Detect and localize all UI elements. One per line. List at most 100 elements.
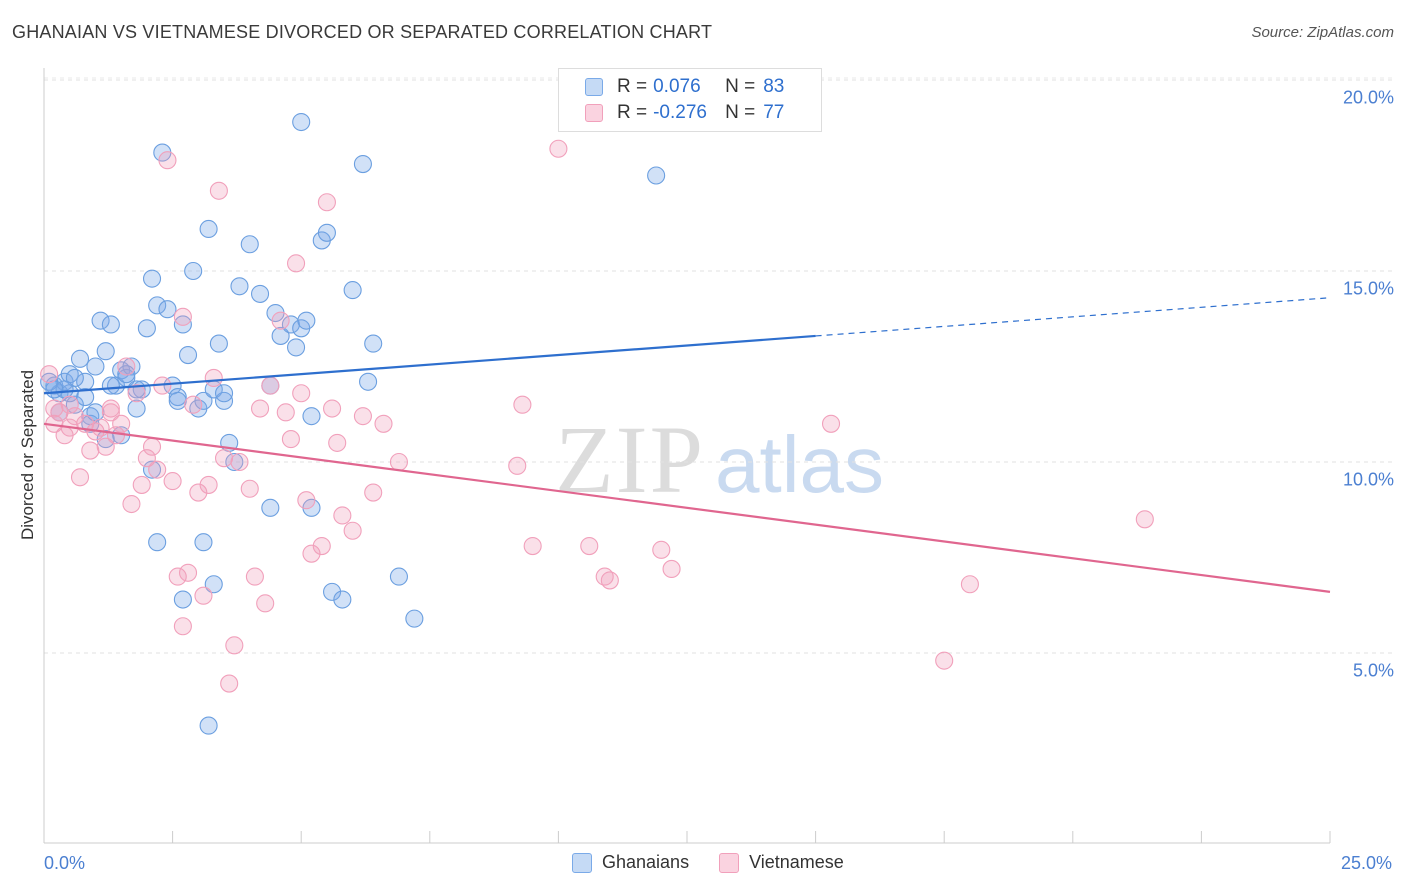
vietnamese-point [343, 521, 362, 540]
ghanaian-point [281, 315, 300, 334]
ghanaian-point [302, 407, 321, 426]
y-tick-label: 5.0% [1352, 660, 1394, 681]
n-value: 83 [763, 76, 785, 97]
ghanaian-point [209, 334, 228, 353]
vietnamese-point [523, 536, 542, 556]
vietnamese-point [250, 399, 270, 418]
vietnamese-point [595, 567, 614, 586]
vietnamese-point [389, 452, 408, 472]
vietnamese-point [194, 586, 213, 605]
vietnamese-point [1135, 510, 1154, 529]
ghanaian-point [96, 342, 115, 361]
vietnamese-point [81, 441, 100, 460]
vietnamese-point [178, 563, 198, 582]
legend-item-vietnamese[interactable]: Vietnamese [719, 852, 844, 873]
ghanaian-point [168, 391, 187, 410]
vietnamese-point [935, 651, 954, 670]
vietnamese-point [276, 403, 295, 422]
vietnamese-point [225, 636, 244, 655]
ghanaian-point [178, 345, 198, 365]
vietnamese-point [580, 536, 599, 556]
watermark-atlas: atlas [715, 420, 884, 509]
ghanaian-point [142, 269, 162, 288]
ghanaian-point [76, 388, 95, 407]
ghanaian-point [353, 154, 372, 174]
ghanaian-point [184, 261, 203, 281]
ghanaian-point [45, 380, 64, 399]
ghanaian-point [70, 349, 90, 368]
ghanaian-point [230, 277, 249, 296]
vietnamese-point [45, 399, 64, 418]
vietnamese-point [142, 437, 162, 456]
ghanaian-point [158, 300, 177, 319]
vietnamese-point [137, 449, 156, 468]
ghanaian-point [142, 460, 162, 479]
vietnamese-point [662, 559, 681, 579]
ghanaian-point [168, 388, 187, 407]
vietnamese-point [364, 483, 383, 502]
vietnamese-point [292, 384, 311, 403]
vietnamese-point [60, 395, 79, 414]
vietnamese-point [220, 674, 239, 693]
ghanaian-point [199, 716, 218, 735]
vietnamese-point [168, 567, 187, 586]
vietnamese-point [297, 491, 316, 510]
ghanaian-point [86, 357, 105, 376]
vietnamese-point [312, 536, 331, 556]
ghanaian-point [173, 590, 192, 609]
ghanaian-point [389, 567, 408, 586]
legend-swatch-blue [585, 78, 603, 96]
vietnamese-point [960, 575, 979, 594]
ghanaian-point [148, 296, 167, 315]
ghanaian-point [137, 319, 156, 338]
y-tick-label: 10.0% [1342, 469, 1394, 490]
legend-row-vietnamese: R = -0.276 N = 77 [585, 100, 784, 126]
ghanaian-point [261, 498, 280, 517]
vietnamese-point [245, 567, 264, 586]
vietnamese-point [112, 414, 131, 433]
vietnamese-point [65, 407, 84, 426]
ghanaian-point [91, 311, 110, 330]
vietnamese-point [101, 399, 120, 418]
r-value: 0.076 [653, 76, 701, 97]
source-label: Source: ZipAtlas.com [1251, 24, 1394, 41]
legend-label: Vietnamese [749, 852, 844, 872]
vietnamese-point [70, 468, 90, 487]
r-label: R = [617, 102, 648, 123]
chart-title: GHANAIAN VS VIETNAMESE DIVORCED OR SEPAR… [12, 22, 713, 42]
watermark-zip: ZIP [555, 406, 705, 513]
ghanaian-point [364, 334, 383, 353]
ghanaian-point [214, 391, 234, 410]
vietnamese-point [209, 181, 228, 200]
vietnamese-point [317, 193, 336, 212]
ghanaian-point [647, 166, 666, 185]
ghanaian-point [127, 399, 146, 418]
ghanaian-trend-line [43, 334, 816, 395]
vietnamese-trend-line [43, 422, 1331, 593]
vietnamese-point [508, 456, 527, 475]
x-tick-label: 0.0% [44, 853, 86, 873]
vietnamese-point [230, 452, 249, 472]
ghanaian-point [173, 315, 192, 334]
vietnamese-point [652, 540, 671, 559]
vietnamese-point [287, 254, 306, 273]
vietnamese-point [513, 395, 532, 414]
vietnamese-point [91, 418, 110, 437]
n-label: N = [725, 102, 756, 123]
ghanaian-point [225, 452, 244, 472]
legend-swatch-pink [585, 104, 603, 122]
vietnamese-point [163, 472, 182, 491]
legend-item-ghanaians[interactable]: Ghanaians [572, 852, 689, 873]
vietnamese-point [132, 475, 151, 494]
vietnamese-point [821, 414, 841, 433]
vietnamese-point [333, 506, 352, 525]
x-tick-label: 25.0% [1340, 853, 1392, 873]
vietnamese-point [40, 365, 59, 384]
ghanaian-point [194, 533, 213, 552]
vietnamese-point [199, 475, 218, 494]
vietnamese-point [302, 544, 321, 563]
vietnamese-point [173, 307, 192, 326]
vietnamese-point [328, 433, 347, 452]
vietnamese-point [148, 460, 167, 479]
